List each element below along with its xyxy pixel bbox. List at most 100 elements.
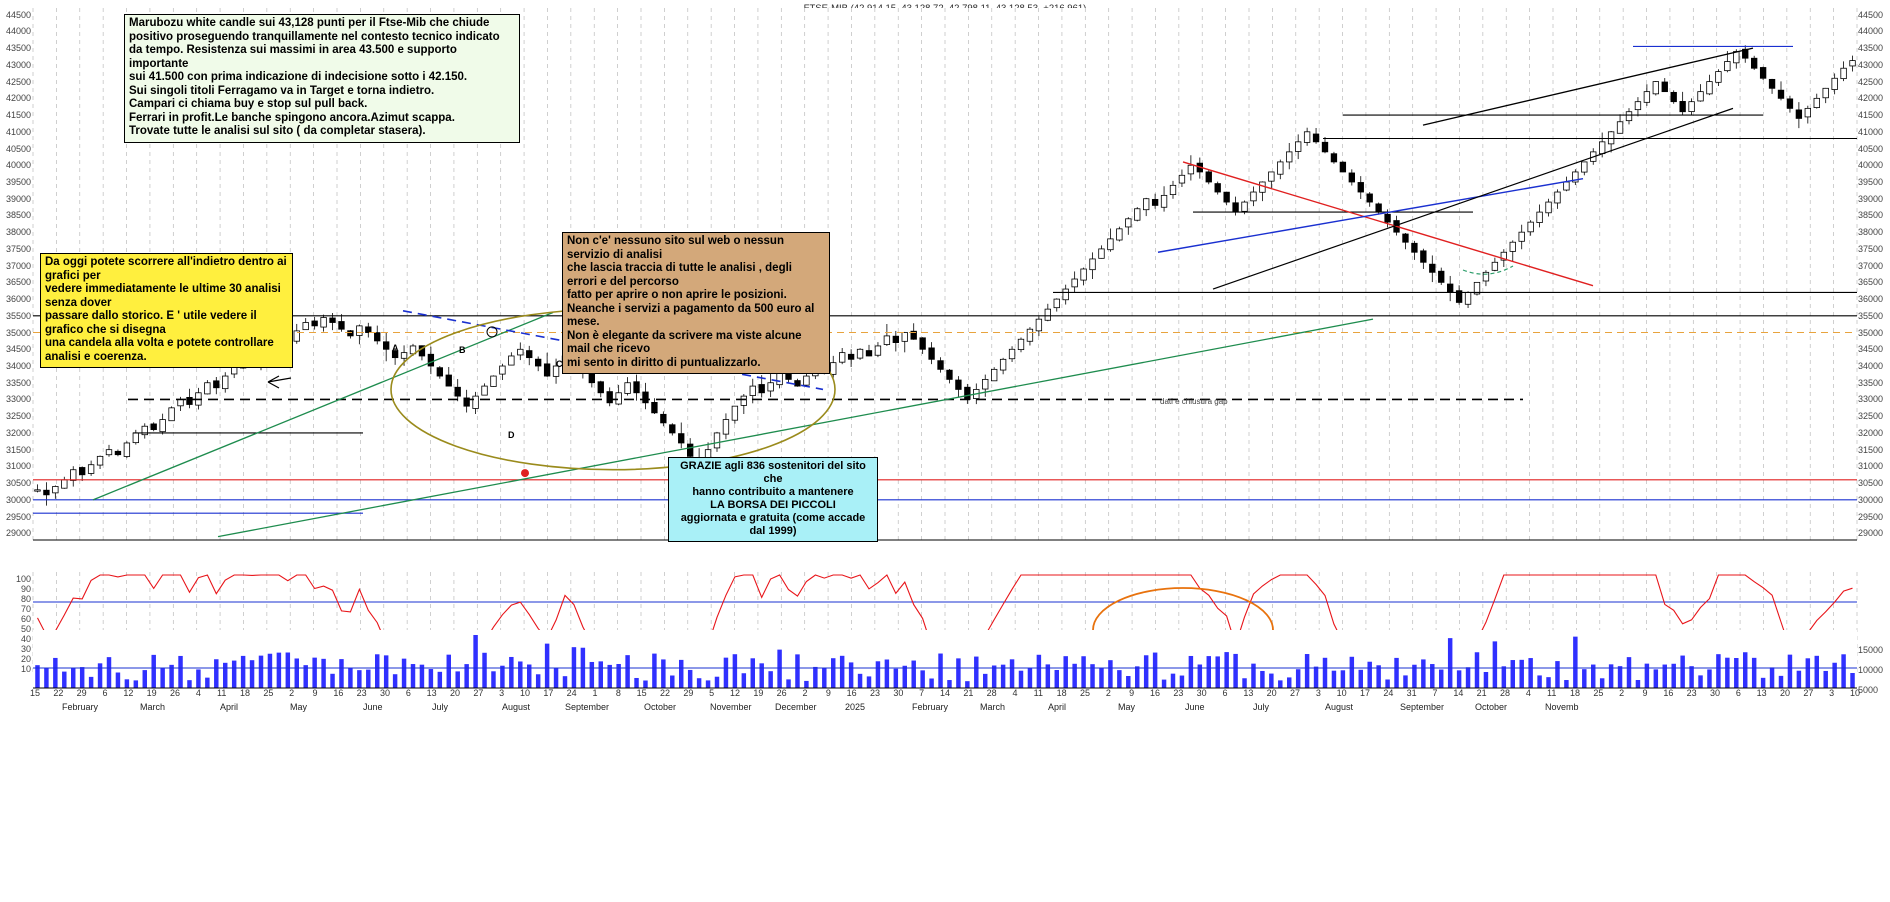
price-tick-label: 33000 bbox=[1858, 394, 1884, 405]
price-tick-label: 32500 bbox=[5, 411, 31, 422]
date-day-tick: 2 bbox=[1105, 688, 1111, 698]
date-day-tick: 26 bbox=[169, 688, 181, 698]
date-month-tick: April bbox=[220, 702, 239, 712]
date-day-tick: 24 bbox=[1383, 688, 1394, 698]
candlestick-series bbox=[34, 45, 1856, 506]
price-tick-label: 42500 bbox=[5, 76, 31, 87]
volume-bars bbox=[35, 634, 1855, 688]
price-tick-label: 38000 bbox=[1858, 227, 1884, 238]
volume-tick-label: 5000 bbox=[1858, 685, 1879, 695]
price-tick-label: 36000 bbox=[1858, 294, 1884, 305]
note-site-philosophy: Non c'e' nessuno sito sul web o nessun s… bbox=[562, 232, 830, 374]
pivot-marker-dot bbox=[521, 469, 529, 478]
price-tick-label: 33000 bbox=[5, 394, 31, 405]
date-day-tick: 21 bbox=[963, 688, 974, 698]
date-month-tick: August bbox=[502, 702, 531, 712]
date-day-tick: 30 bbox=[1709, 688, 1721, 698]
date-month-tick: August bbox=[1325, 702, 1354, 712]
date-month-tick: March bbox=[140, 702, 166, 712]
uptrend-black bbox=[1422, 47, 1754, 126]
date-day-tick: 25 bbox=[263, 688, 274, 698]
date-day-tick: 24 bbox=[566, 688, 577, 698]
date-day-tick: 7 bbox=[1432, 688, 1438, 698]
date-day-tick: 16 bbox=[846, 688, 857, 698]
date-day-tick: 19 bbox=[146, 688, 157, 698]
date-day-tick: 16 bbox=[333, 688, 344, 698]
price-tick-label: 32000 bbox=[5, 427, 31, 438]
date-day-tick: 18 bbox=[239, 688, 251, 698]
date-day-tick: 13 bbox=[1243, 688, 1254, 698]
date-day-tick: 16 bbox=[1663, 688, 1674, 698]
uptrend-green-2 bbox=[217, 318, 1374, 538]
price-tick-label: 34500 bbox=[1858, 344, 1884, 355]
price-tick-label: 33500 bbox=[5, 377, 31, 388]
date-day-tick: 9 bbox=[312, 688, 318, 698]
date-day-tick: 4 bbox=[1012, 688, 1018, 698]
date-day-tick: 4 bbox=[1525, 688, 1531, 698]
price-tick-label: 37500 bbox=[1858, 243, 1884, 254]
price-tick-label: 38500 bbox=[5, 210, 31, 221]
date-day-tick: 13 bbox=[426, 688, 437, 698]
date-day-tick: 12 bbox=[729, 688, 741, 698]
price-tick-label: 29000 bbox=[1858, 528, 1884, 539]
date-day-tick: 26 bbox=[776, 688, 787, 698]
date-day-tick: 20 bbox=[449, 688, 461, 698]
date-day-tick: 3 bbox=[1315, 688, 1321, 698]
elliott-wave-label: B bbox=[459, 345, 466, 355]
date-month-tick: October bbox=[644, 702, 677, 712]
left-arrow-marker bbox=[267, 375, 292, 389]
date-day-tick: 9 bbox=[825, 688, 831, 698]
wave-marker-b bbox=[486, 326, 498, 338]
date-month-tick: February bbox=[912, 702, 949, 712]
date-day-tick: 9 bbox=[1129, 688, 1135, 698]
date-day-tick: 23 bbox=[1173, 688, 1184, 698]
rsi-tick-label: 90 bbox=[20, 584, 31, 594]
date-day-tick: 2 bbox=[802, 688, 808, 698]
date-day-tick: 4 bbox=[195, 688, 201, 698]
date-month-tick: February bbox=[62, 702, 99, 712]
price-tick-label: 38000 bbox=[5, 227, 31, 238]
date-day-tick: 16 bbox=[1149, 688, 1161, 698]
price-tick-label: 35500 bbox=[5, 310, 31, 321]
price-tick-label: 31000 bbox=[1858, 461, 1884, 472]
rsi-tick-label: 20 bbox=[20, 654, 31, 664]
date-day-tick: 14 bbox=[939, 688, 951, 698]
date-day-tick: 6 bbox=[405, 688, 411, 698]
rsi-tick-label: 10 bbox=[20, 664, 31, 674]
date-day-tick: 29 bbox=[76, 688, 87, 698]
date-month-tick: April bbox=[1048, 702, 1067, 712]
volume-pane[interactable] bbox=[33, 630, 1857, 689]
rsi-tick-label: 60 bbox=[20, 614, 31, 624]
date-day-tick: 18 bbox=[1056, 688, 1067, 698]
price-tick-label: 44500 bbox=[5, 9, 31, 20]
price-tick-label: 40500 bbox=[5, 143, 31, 154]
date-day-tick: 6 bbox=[1222, 688, 1228, 698]
price-tick-label: 35000 bbox=[1858, 327, 1884, 338]
price-tick-label: 37000 bbox=[1858, 260, 1884, 271]
date-day-tick: 11 bbox=[216, 688, 227, 698]
price-tick-label: 31500 bbox=[5, 444, 31, 455]
price-tick-label: 41000 bbox=[1858, 126, 1884, 137]
price-tick-label: 36500 bbox=[1858, 277, 1884, 288]
elliott-wave-label: A bbox=[392, 343, 399, 353]
price-tick-label: 39000 bbox=[1858, 193, 1884, 204]
gap-annotation-label: dati e chiusura gap bbox=[1160, 397, 1228, 406]
date-month-tick: July bbox=[1253, 702, 1270, 712]
price-tick-label: 35500 bbox=[1858, 310, 1884, 321]
date-month-tick: Novemb bbox=[1545, 702, 1579, 712]
price-tick-label: 40500 bbox=[1858, 143, 1884, 154]
date-day-tick: 17 bbox=[543, 688, 554, 698]
price-tick-label: 31000 bbox=[5, 461, 31, 472]
date-axis: 15 22 29 6 12 19 26 4 11 18 25 2 9 16 23 30 6 13 20 27 3 10 17… bbox=[0, 688, 1890, 728]
date-day-tick: 21 bbox=[1476, 688, 1487, 698]
rsi-tick-label: 80 bbox=[20, 594, 31, 604]
date-day-tick: 27 bbox=[473, 688, 484, 698]
date-day-tick: 11 bbox=[1033, 688, 1043, 698]
elliott-wave-label: C bbox=[556, 359, 563, 369]
date-day-tick: 6 bbox=[102, 688, 108, 698]
price-tick-label: 42500 bbox=[1858, 76, 1884, 87]
date-day-tick: 13 bbox=[1756, 688, 1767, 698]
date-day-tick: 27 bbox=[1803, 688, 1814, 698]
date-day-tick: 5 bbox=[709, 688, 715, 698]
price-tick-label: 36000 bbox=[5, 294, 31, 305]
